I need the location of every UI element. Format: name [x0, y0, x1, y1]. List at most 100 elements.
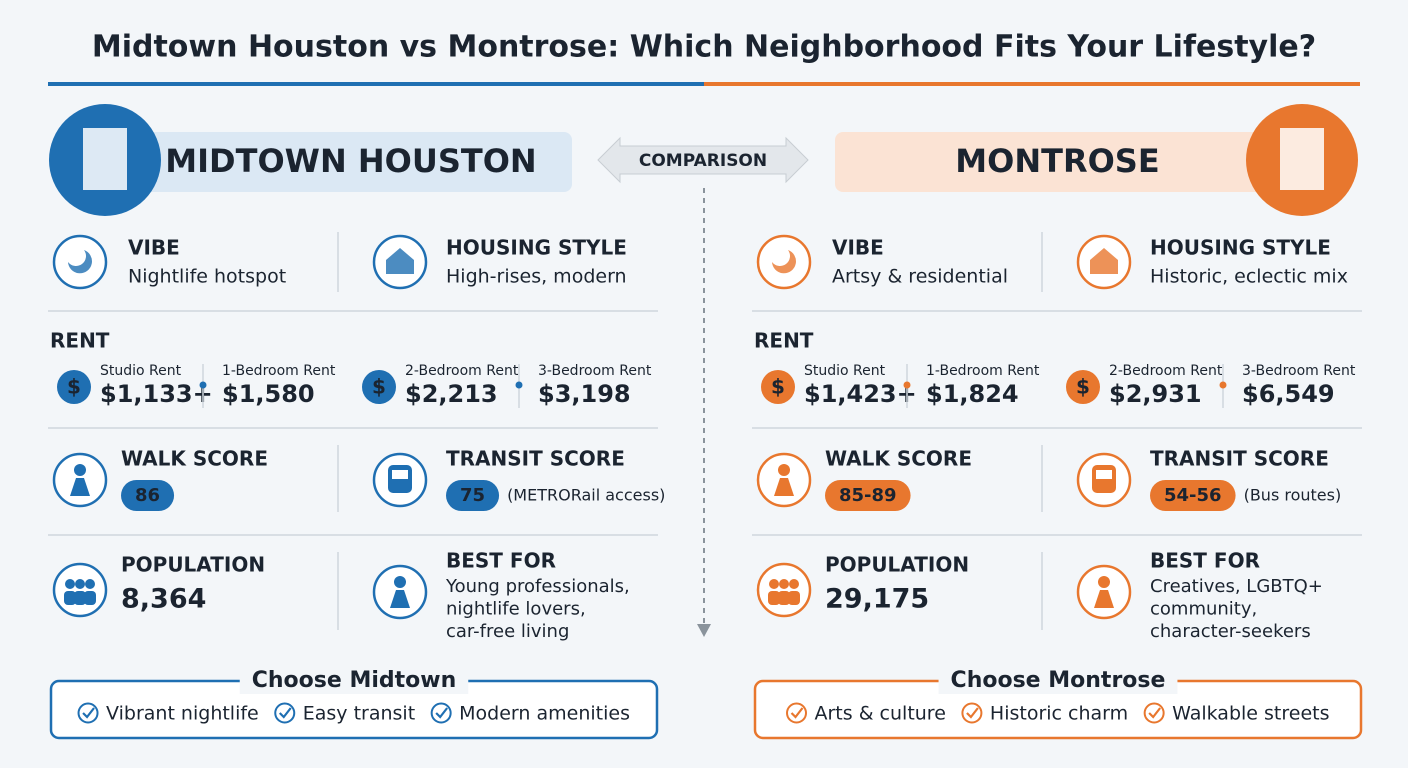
transit-score: 75 — [460, 485, 485, 506]
dollar-icon — [362, 370, 396, 404]
rent-type: 3-Bedroom Rent — [538, 363, 652, 379]
header-icon-building — [1280, 128, 1324, 190]
walk-icon-body — [70, 478, 90, 496]
comparison-arrow — [597, 136, 809, 184]
neighborhood-name: MONTROSE — [955, 142, 1159, 180]
transit-label: TRANSIT SCORE — [446, 447, 625, 471]
population-icon-body — [74, 591, 86, 605]
neighborhood-name: MIDTOWN HOUSTON — [165, 142, 536, 180]
rent-value: $3,198 — [538, 380, 631, 408]
population-icon-head — [769, 579, 779, 589]
transit-score-pill — [446, 480, 500, 511]
best-for-icon-head — [1098, 576, 1110, 588]
rent-type: Studio Rent — [100, 363, 182, 379]
best-for-line: Creatives, LGBTQ+ — [1150, 576, 1323, 597]
dollar-icon — [1066, 370, 1100, 404]
check-icon — [430, 702, 452, 724]
check-icon — [1143, 702, 1165, 724]
housing-label: HOUSING STYLE — [1150, 236, 1331, 260]
transit-note: (METRORail access) — [507, 486, 665, 505]
walk-label: WALK SCORE — [825, 447, 972, 471]
population-icon-body — [788, 591, 800, 605]
check-mark — [435, 707, 449, 719]
rent-label: RENT — [50, 329, 110, 353]
transit-score: 54-56 — [1164, 485, 1222, 506]
vibe-text: Nightlife hotspot — [128, 266, 286, 288]
vibe-label: VIBE — [128, 236, 180, 260]
rent-value: $2,931 — [1109, 380, 1202, 408]
choose-title: Choose Montrose — [951, 668, 1166, 693]
population-icon-head — [65, 579, 75, 589]
population-icon-head — [75, 579, 85, 589]
check-mark — [966, 707, 979, 719]
rent-dot — [903, 381, 911, 389]
vibe-label: VIBE — [832, 236, 884, 260]
vibe-icon — [756, 234, 812, 290]
rent-type: 2-Bedroom Rent — [405, 363, 519, 379]
title: Midtown Houston vs Montrose: Which Neigh… — [92, 30, 1316, 65]
dollar-glyph: $ — [771, 375, 785, 399]
choose-item: Easy transit — [303, 703, 415, 725]
housing-icon-shape — [1090, 248, 1118, 274]
walk-score-pill — [825, 480, 911, 511]
rent-type: Studio Rent — [804, 363, 886, 379]
housing-text: Historic, eclectic mix — [1150, 266, 1348, 288]
check-icon — [77, 702, 99, 724]
walk-icon-head — [74, 464, 86, 476]
transit-icon-window — [1096, 470, 1112, 479]
check-icon — [961, 702, 983, 724]
best-for-icon-head — [394, 576, 406, 588]
choose-title-bg — [938, 668, 1178, 694]
population-icon-head — [85, 579, 95, 589]
vibe-icon-shape — [772, 250, 796, 274]
check-mark — [278, 707, 292, 719]
rent-dot — [199, 381, 207, 389]
population-icon — [756, 562, 812, 618]
housing-label: HOUSING STYLE — [446, 236, 627, 260]
choose-item: Modern amenities — [459, 703, 630, 725]
best-for-label: BEST FOR — [446, 549, 556, 573]
population-icon-body — [778, 591, 790, 605]
dollar-glyph: $ — [67, 375, 81, 399]
vibe-text: Artsy & residential — [832, 266, 1008, 288]
rent-value: $1,133+ — [100, 380, 213, 408]
choose-item: Walkable streets — [1172, 703, 1329, 725]
rent-dot — [1219, 381, 1227, 389]
walk-icon-head — [778, 464, 790, 476]
housing-icon-shape — [386, 248, 414, 274]
dollar-icon — [57, 370, 91, 404]
check-mark — [82, 707, 95, 719]
walk-score-pill — [121, 480, 175, 511]
rent-type: 1-Bedroom Rent — [926, 363, 1040, 379]
walk-score: 85-89 — [839, 485, 897, 506]
name-box — [130, 132, 572, 192]
rent-value: $1,423+ — [804, 380, 917, 408]
best-for-line: community, — [1150, 599, 1257, 620]
population-label: POPULATION — [825, 553, 969, 577]
walk-score: 86 — [135, 485, 160, 506]
best-for-line: character-seekers — [1150, 621, 1311, 642]
rent-type: 2-Bedroom Rent — [1109, 363, 1223, 379]
rent-dot — [515, 381, 523, 389]
comparison-label: COMPARISON — [639, 151, 767, 171]
divider-arrow — [697, 624, 711, 637]
best-for-line: car-free living — [446, 621, 569, 642]
transit-icon-window — [392, 470, 408, 479]
population-icon-body — [84, 591, 96, 605]
best-for-icon-body — [390, 590, 410, 608]
transit-label: TRANSIT SCORE — [1150, 447, 1329, 471]
vibe-icon — [52, 234, 108, 290]
best-for-line: Young professionals, — [445, 576, 630, 597]
population-value: 8,364 — [121, 584, 206, 615]
population-icon-head — [789, 579, 799, 589]
walk-label: WALK SCORE — [121, 447, 268, 471]
transit-note: (Bus routes) — [1244, 486, 1342, 505]
rent-value: $6,549 — [1242, 380, 1335, 408]
rent-value: $1,580 — [222, 380, 315, 408]
walk-icon-body — [774, 478, 794, 496]
choose-item: Historic charm — [990, 703, 1128, 725]
transit-score-pill — [1150, 480, 1236, 511]
dollar-glyph: $ — [1076, 375, 1090, 399]
choose-title: Choose Midtown — [252, 668, 457, 693]
